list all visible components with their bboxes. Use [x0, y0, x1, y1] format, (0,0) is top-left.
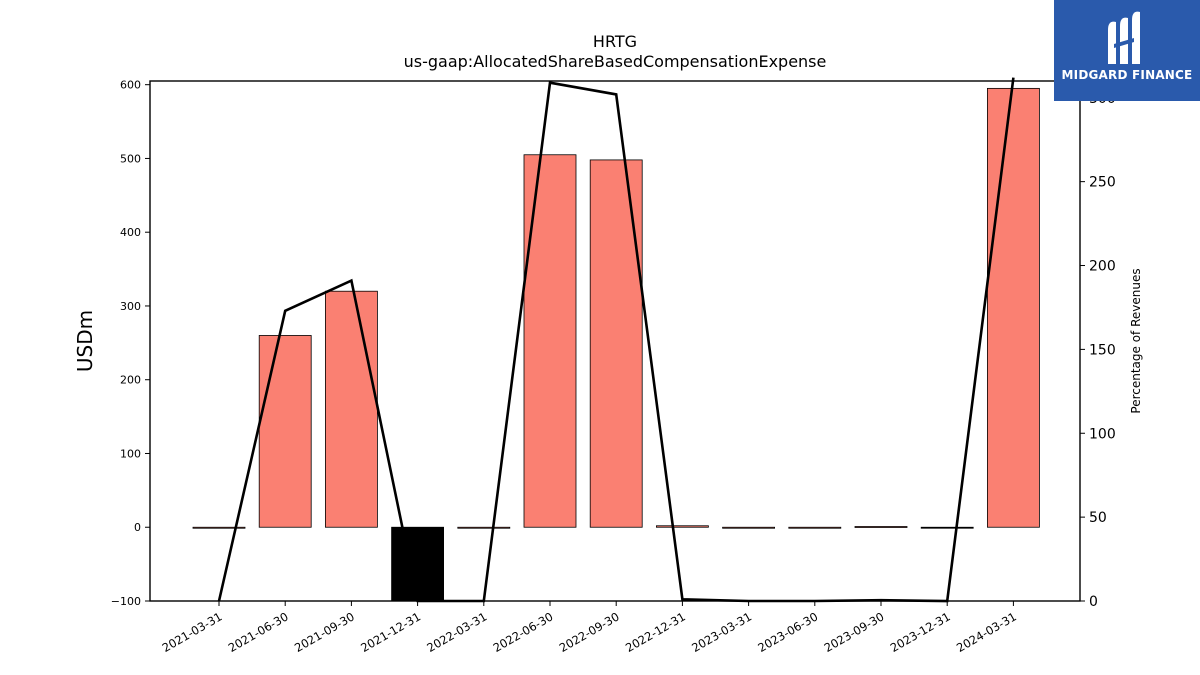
y2-tick-label: 100: [1089, 426, 1116, 442]
y2-axis-label: Percentage of Revenues: [1129, 268, 1143, 413]
logo-mark-icon: [1108, 11, 1140, 64]
y-tick-label: 0: [134, 521, 141, 534]
bar: [457, 526, 511, 529]
x-tick-label: 2023-12-31: [888, 609, 953, 655]
bar: [258, 335, 312, 528]
bar: [987, 87, 1040, 528]
y2-tick-label: 250: [1089, 175, 1116, 191]
x-tick-label: 2023-09-30: [822, 609, 887, 655]
x-tick-label: 2021-12-31: [358, 609, 423, 655]
x-tick-label: 2022-12-31: [623, 609, 688, 655]
y2-tick-label: 50: [1089, 510, 1107, 526]
y2-tick-label: 0: [1089, 594, 1098, 610]
x-tick-label: 2022-03-31: [424, 609, 489, 655]
bar: [523, 154, 577, 528]
logo-text: MIDGARD FINANCE: [1061, 68, 1193, 82]
y-tick-label: 600: [120, 79, 141, 92]
bar: [192, 526, 246, 529]
y-tick-label: 500: [120, 152, 141, 165]
bar: [589, 159, 643, 528]
revenue-percentage-line: [217, 77, 1015, 603]
x-tick-label: 2023-06-30: [755, 609, 820, 655]
x-tick-label: 2023-03-31: [689, 609, 754, 655]
bar: [391, 526, 445, 602]
x-tick-label: 2021-03-31: [160, 609, 225, 655]
y-tick-label: −100: [111, 595, 141, 608]
bar: [788, 526, 842, 529]
bar: [854, 526, 908, 528]
y-tick-label: 300: [120, 300, 141, 313]
y-tick-label: 100: [120, 447, 141, 460]
y-axis-label: USDm: [73, 310, 97, 372]
y2-tick-label: 200: [1089, 259, 1116, 275]
y-tick-label: 400: [120, 226, 141, 239]
x-tick-label: 2022-09-30: [557, 609, 622, 655]
midgard-finance-logo: MIDGARD FINANCE: [1054, 0, 1200, 101]
chart-title: HRTG: [592, 32, 638, 51]
chart-subtitle: us-gaap:AllocatedShareBasedCompensationE…: [403, 52, 827, 71]
x-tick-label: 2022-06-30: [491, 609, 556, 655]
y-tick-label: 200: [120, 374, 141, 387]
y2-tick-label: 150: [1089, 342, 1116, 358]
bar: [324, 290, 378, 528]
plot-frame: [149, 80, 1081, 602]
x-tick-label: 2021-06-30: [226, 609, 291, 655]
bar: [920, 526, 974, 529]
x-tick-label: 2024-03-31: [954, 609, 1019, 655]
bar: [722, 526, 775, 529]
x-tick-label: 2021-09-30: [292, 609, 357, 655]
bar: [656, 525, 709, 528]
